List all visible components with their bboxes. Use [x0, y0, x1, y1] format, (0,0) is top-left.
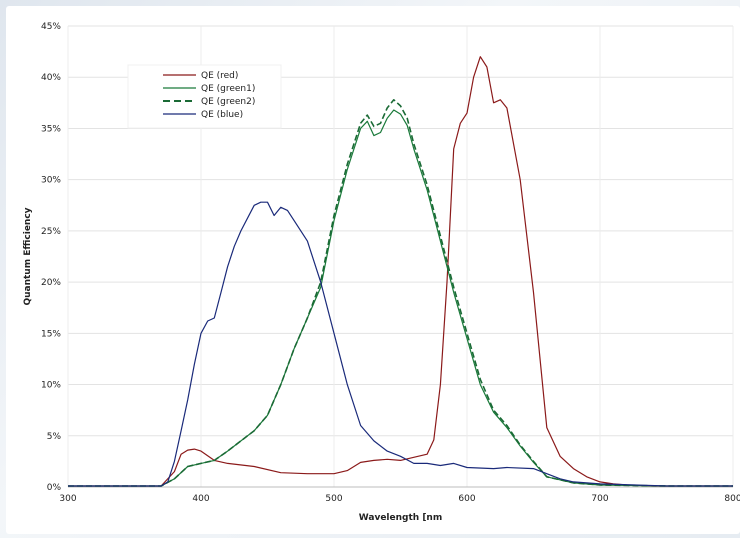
x-tick-label: 800 — [724, 494, 740, 504]
y-tick-label: 45% — [41, 22, 61, 32]
series-lines — [68, 56, 733, 487]
series-line-qe-green1 — [68, 109, 733, 487]
x-tick-label: 700 — [591, 494, 608, 504]
legend-box — [127, 64, 282, 129]
legend: QE (red) QE (green1) QE (green2) QE (blue) — [127, 64, 282, 129]
legend-label: QE (red) — [201, 71, 238, 81]
series-line-qe-blue — [68, 201, 733, 487]
y-tick-label: 15% — [41, 329, 61, 339]
x-tick-label: 300 — [59, 494, 76, 504]
y-axis-title: Quantum Efficiency — [23, 207, 33, 305]
tick-labels: 0% 5% 10% 15% 20% 25% 30% 35% 40% 45% 300 400 500 600… — [41, 22, 740, 504]
legend-label: QE (green1) — [201, 84, 255, 94]
qe-chart: 0% 5% 10% 15% 20% 25% 30% 35% 40% 45% 300 400 500 600… — [23, 22, 740, 523]
legend-label: QE (blue) — [201, 110, 243, 120]
legend-label: QE (green2) — [201, 97, 255, 107]
y-tick-label: 5% — [47, 432, 62, 442]
x-axis-title: Wavelength [nm — [359, 513, 442, 523]
chart-card: 0% 5% 10% 15% 20% 25% 30% 35% 40% 45% 300 400 500 600… — [6, 6, 740, 534]
series-line-qe-red — [68, 56, 733, 487]
y-tick-label: 40% — [41, 73, 61, 83]
y-tick-label: 25% — [41, 227, 61, 237]
x-tick-label: 600 — [458, 494, 475, 504]
y-tick-label: 20% — [41, 278, 61, 288]
x-tick-label: 500 — [325, 494, 342, 504]
y-tick-label: 30% — [41, 176, 61, 186]
y-tick-label: 10% — [41, 381, 61, 391]
y-tick-label: 0% — [47, 483, 62, 493]
x-tick-label: 400 — [192, 494, 209, 504]
y-tick-label: 35% — [41, 124, 61, 134]
series-line-qe-green2 — [68, 99, 733, 487]
